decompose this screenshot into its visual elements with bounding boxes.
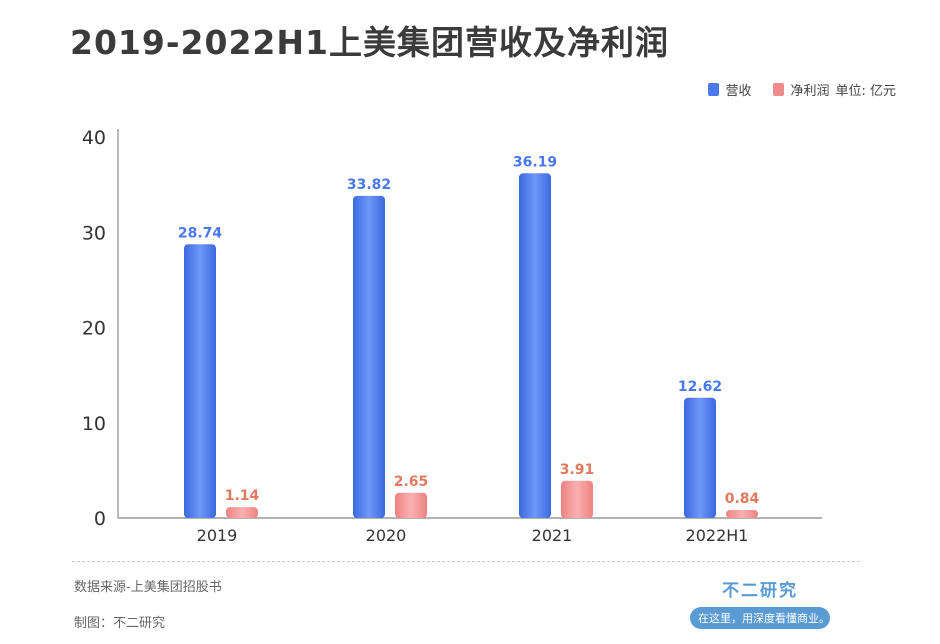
chart-maker: 制图：不二研究 <box>74 616 166 631</box>
x-tick-label: 2022H1 <box>686 526 749 545</box>
bar-revenue <box>184 244 216 518</box>
y-tick-label: 0 <box>94 508 106 530</box>
y-tick-label: 30 <box>82 222 106 244</box>
data-label-revenue: 28.74 <box>178 225 223 241</box>
bar-revenue <box>353 195 385 518</box>
data-label-net-profit: 1.14 <box>225 488 260 504</box>
x-tick-label: 2021 <box>532 526 573 545</box>
data-label-revenue: 12.62 <box>678 379 722 395</box>
data-label-revenue: 33.82 <box>347 177 391 193</box>
legend-swatch-net-profit <box>773 83 785 96</box>
chart-title: 2019-2022H1上美集团营收及净利润 <box>70 23 669 62</box>
brand-name: 不二研究 <box>722 581 798 601</box>
legend-label-net-profit: 净利润 <box>790 84 830 99</box>
data-label-net-profit: 3.91 <box>560 462 595 478</box>
data-source: 数据来源-上美集团招股书 <box>74 580 222 595</box>
legend-swatch-revenue <box>708 83 720 96</box>
bar-net-profit <box>561 480 593 518</box>
data-label-revenue: 36.19 <box>513 154 557 170</box>
y-tick-label: 40 <box>82 127 106 149</box>
bar-net-profit <box>726 509 758 518</box>
legend: 营收 净利润 单位: 亿元 <box>708 80 896 99</box>
bar-net-profit <box>226 507 258 518</box>
brand-slogan: 在这里，用深度看懂商业。 <box>690 607 830 629</box>
brand-logo: 不二研究 在这里，用深度看懂商业。 <box>690 576 830 629</box>
x-tick-label: 2020 <box>366 526 407 545</box>
y-tick-label: 10 <box>82 413 106 435</box>
bar-net-profit <box>395 492 427 518</box>
data-label-net-profit: 0.84 <box>725 491 760 507</box>
legend-unit: 单位: 亿元 <box>835 84 896 99</box>
bar-revenue <box>684 397 716 518</box>
legend-label-revenue: 营收 <box>725 84 752 99</box>
data-label-net-profit: 2.65 <box>394 474 429 490</box>
footer-divider <box>72 561 860 562</box>
bar-revenue <box>519 173 551 518</box>
x-tick-label: 2019 <box>197 526 238 545</box>
bar-chart: 0 10 20 30 40 2019 2020 2021 2022H1 28.74 33.82 36… <box>82 127 822 545</box>
y-tick-label: 20 <box>82 318 106 340</box>
